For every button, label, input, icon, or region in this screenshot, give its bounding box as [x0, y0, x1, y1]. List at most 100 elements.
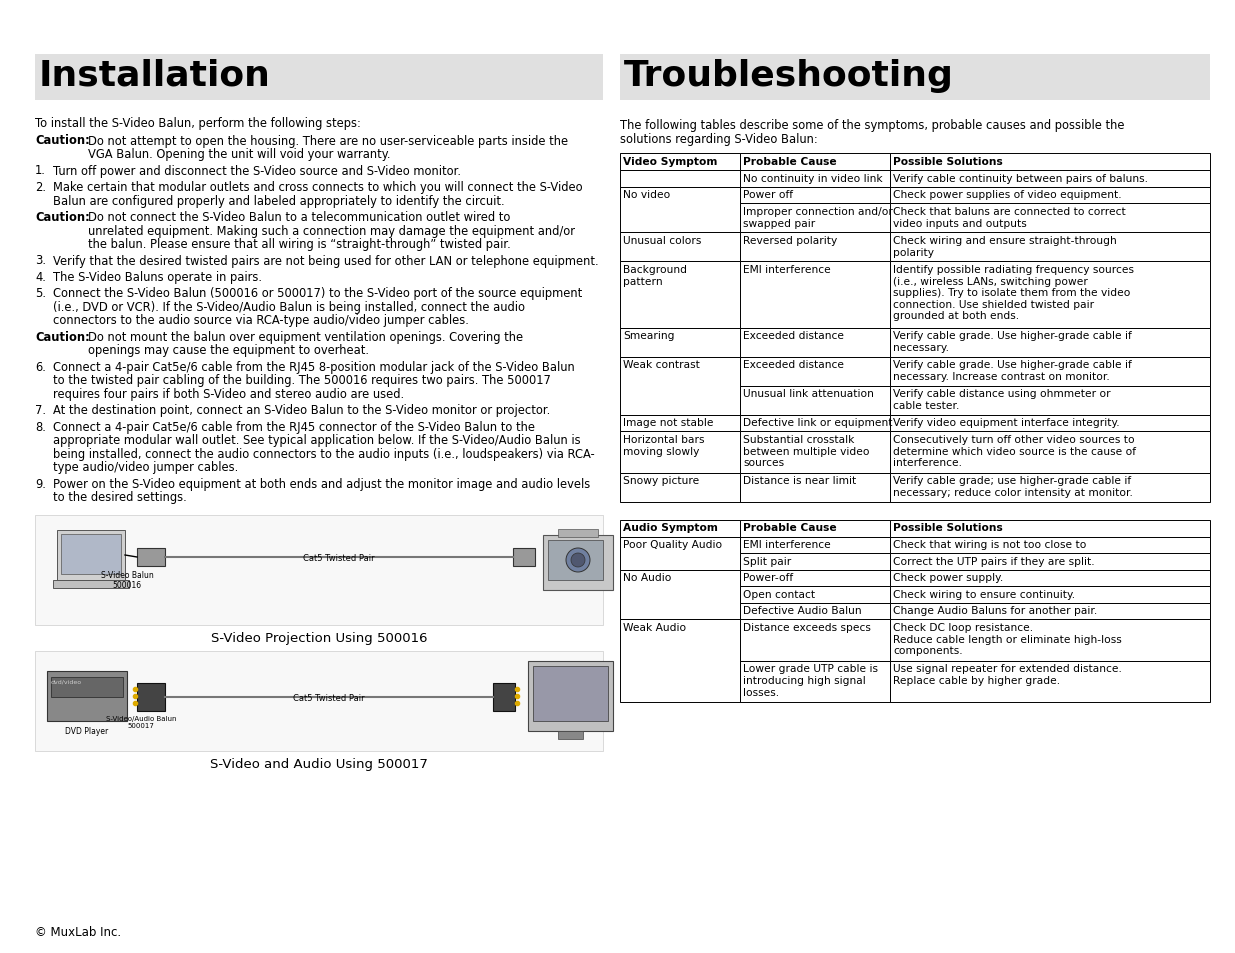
Text: S-Video Projection Using 500016: S-Video Projection Using 500016: [211, 631, 427, 644]
Text: appropriate modular wall outlet. See typical application below. If the S-Video/A: appropriate modular wall outlet. See typ…: [53, 434, 580, 447]
Bar: [137, 683, 165, 711]
Text: (i.e., DVD or VCR). If the S-Video/Audio Balun is being installed, connect the a: (i.e., DVD or VCR). If the S-Video/Audio…: [53, 301, 525, 314]
Text: Power-off: Power-off: [743, 573, 793, 583]
Text: Power on the S-Video equipment at both ends and adjust the monitor image and aud: Power on the S-Video equipment at both e…: [53, 477, 590, 491]
Text: 1.: 1.: [35, 164, 46, 177]
Text: Poor Quality Audio: Poor Quality Audio: [622, 540, 722, 550]
Text: Probable Cause: Probable Cause: [743, 523, 836, 533]
Bar: [493, 683, 515, 711]
Bar: [890, 328, 1210, 357]
Text: DVD Player: DVD Player: [65, 726, 109, 735]
Text: Possible Solutions: Possible Solutions: [893, 157, 1003, 167]
Text: Verify cable grade. Use higher-grade cable if
necessary.: Verify cable grade. Use higher-grade cab…: [893, 331, 1131, 353]
Bar: [35, 55, 603, 101]
Text: to the desired settings.: to the desired settings.: [53, 491, 186, 504]
Text: 7.: 7.: [35, 404, 46, 417]
Text: Caution:: Caution:: [35, 134, 90, 148]
Text: Check that wiring is not too close to: Check that wiring is not too close to: [893, 540, 1087, 550]
Bar: [740, 603, 890, 619]
Text: being installed, connect the audio connectors to the audio inputs (i.e., loudspe: being installed, connect the audio conne…: [53, 448, 595, 460]
Bar: [53, 580, 128, 588]
Text: Verify cable grade; use higher-grade cable if
necessary; reduce color intensity : Verify cable grade; use higher-grade cab…: [893, 476, 1132, 497]
Text: Distance exceeds specs: Distance exceeds specs: [743, 622, 871, 633]
Bar: [890, 432, 1210, 473]
Text: © MuxLab Inc.: © MuxLab Inc.: [35, 925, 121, 938]
Text: Check that baluns are connected to correct
video inputs and outputs: Check that baluns are connected to corre…: [893, 207, 1126, 229]
Bar: [890, 153, 1210, 171]
Bar: [620, 55, 1210, 101]
Text: Defective Audio Balun: Defective Audio Balun: [743, 606, 862, 616]
Text: To install the S-Video Balun, perform the following steps:: To install the S-Video Balun, perform th…: [35, 117, 361, 130]
Bar: [890, 570, 1210, 586]
Text: Consecutively turn off other video sources to
determine which video source is th: Consecutively turn off other video sourc…: [893, 435, 1136, 468]
Bar: [890, 473, 1210, 502]
Bar: [620, 473, 740, 502]
Text: S-Video Balun
500016: S-Video Balun 500016: [100, 571, 153, 590]
Text: Exceeded distance: Exceeded distance: [743, 360, 844, 370]
Bar: [137, 548, 165, 566]
Text: Troubleshooting: Troubleshooting: [624, 59, 953, 92]
Text: Do not mount the balun over equipment ventilation openings. Covering the: Do not mount the balun over equipment ve…: [88, 331, 524, 344]
Text: Open contact: Open contact: [743, 589, 815, 599]
Text: The S-Video Baluns operate in pairs.: The S-Video Baluns operate in pairs.: [53, 271, 262, 284]
Bar: [890, 262, 1210, 328]
Bar: [620, 188, 740, 233]
Bar: [890, 204, 1210, 233]
Text: to the twisted pair cabling of the building. The 500016 requires two pairs. The : to the twisted pair cabling of the build…: [53, 375, 551, 387]
Bar: [620, 537, 740, 570]
Text: 5.: 5.: [35, 287, 46, 300]
Text: 8.: 8.: [35, 420, 46, 434]
Bar: [620, 619, 740, 702]
Text: Check power supply.: Check power supply.: [893, 573, 1003, 583]
Bar: [740, 204, 890, 233]
Text: Defective link or equipment: Defective link or equipment: [743, 418, 893, 428]
Bar: [740, 570, 890, 586]
Bar: [620, 171, 740, 188]
Bar: [620, 416, 740, 432]
Bar: [51, 678, 124, 698]
Text: S-Video/Audio Balun
500017: S-Video/Audio Balun 500017: [106, 716, 177, 728]
Bar: [740, 554, 890, 570]
Text: Check wiring to ensure continuity.: Check wiring to ensure continuity.: [893, 589, 1076, 599]
Text: Verify cable distance using ohmmeter or
cable tester.: Verify cable distance using ohmmeter or …: [893, 389, 1110, 411]
Text: Horizontal bars
moving slowly: Horizontal bars moving slowly: [622, 435, 704, 456]
Text: openings may cause the equipment to overheat.: openings may cause the equipment to over…: [88, 344, 369, 357]
Bar: [35, 651, 603, 751]
Bar: [740, 619, 890, 660]
Text: Use signal repeater for extended distance.
Replace cable by higher grade.: Use signal repeater for extended distanc…: [893, 664, 1121, 685]
Bar: [890, 171, 1210, 188]
Bar: [620, 328, 740, 357]
Bar: [740, 357, 890, 386]
Text: Verify video equipment interface integrity.: Verify video equipment interface integri…: [893, 418, 1120, 428]
Text: The following tables describe some of the symptoms, probable causes and possible: The following tables describe some of th…: [620, 119, 1125, 132]
Bar: [534, 666, 608, 721]
Text: Verify that the desired twisted pairs are not being used for other LAN or teleph: Verify that the desired twisted pairs ar…: [53, 254, 599, 267]
Text: Do not attempt to open the housing. There are no user-serviceable parts inside t: Do not attempt to open the housing. Ther…: [88, 134, 568, 148]
Bar: [890, 188, 1210, 204]
Bar: [890, 416, 1210, 432]
Text: Change Audio Baluns for another pair.: Change Audio Baluns for another pair.: [893, 606, 1097, 616]
Bar: [620, 357, 740, 416]
Text: Cat5 Twisted Pair: Cat5 Twisted Pair: [303, 554, 374, 562]
Bar: [35, 516, 603, 625]
Bar: [513, 548, 535, 566]
Text: Reversed polarity: Reversed polarity: [743, 235, 837, 246]
Text: Possible Solutions: Possible Solutions: [893, 523, 1003, 533]
Bar: [890, 660, 1210, 702]
Bar: [740, 386, 890, 416]
Text: Verify cable continuity between pairs of baluns.: Verify cable continuity between pairs of…: [893, 173, 1149, 184]
Bar: [558, 731, 583, 740]
Text: S-Video and Audio Using 500017: S-Video and Audio Using 500017: [210, 758, 429, 770]
Bar: [740, 233, 890, 262]
Bar: [890, 386, 1210, 416]
Text: 4.: 4.: [35, 271, 46, 284]
Circle shape: [571, 554, 585, 567]
Text: Background
pattern: Background pattern: [622, 265, 687, 286]
Text: 2.: 2.: [35, 181, 46, 193]
Text: VGA Balun. Opening the unit will void your warranty.: VGA Balun. Opening the unit will void yo…: [88, 148, 390, 161]
Text: Split pair: Split pair: [743, 557, 792, 566]
Text: 3.: 3.: [35, 254, 46, 267]
Text: At the destination point, connect an S-Video Balun to the S-Video monitor or pro: At the destination point, connect an S-V…: [53, 404, 551, 417]
Bar: [620, 262, 740, 328]
Bar: [890, 357, 1210, 386]
